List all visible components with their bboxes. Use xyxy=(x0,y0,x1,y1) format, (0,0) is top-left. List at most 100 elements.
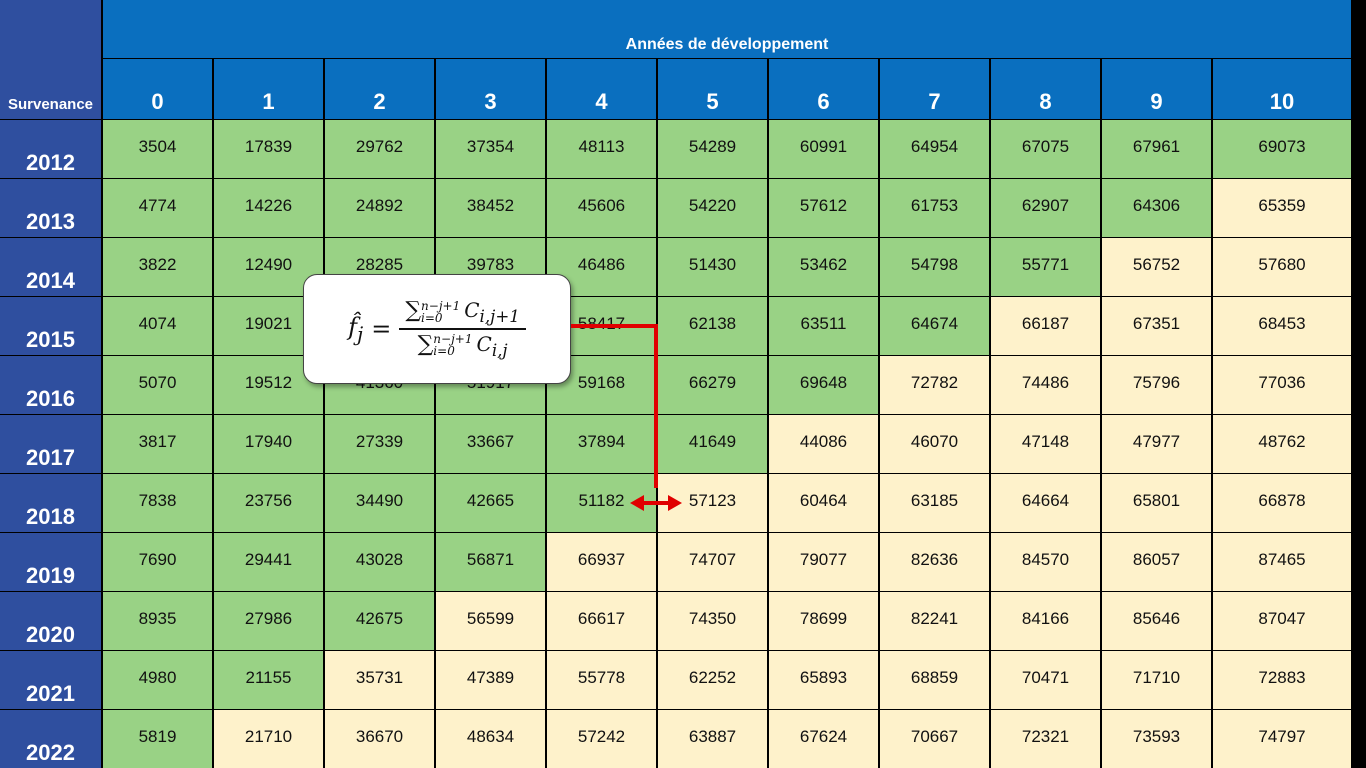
numerator-sum-symbol: ∑ xyxy=(405,298,422,324)
known-value-cell: 64306 xyxy=(1102,179,1211,237)
survenance-header: Survenance xyxy=(0,0,101,119)
projected-value-cell: 74797 xyxy=(1213,710,1351,768)
known-value-cell: 67961 xyxy=(1102,120,1211,178)
known-value-cell: 66279 xyxy=(658,356,767,414)
projected-value-cell: 67351 xyxy=(1102,297,1211,355)
known-value-cell: 37894 xyxy=(547,415,656,473)
accident-year-header: 2013 xyxy=(0,179,101,237)
projected-value-cell: 36670 xyxy=(325,710,434,768)
known-value-cell: 4074 xyxy=(103,297,212,355)
known-value-cell: 54798 xyxy=(880,238,989,296)
projected-value-cell: 72782 xyxy=(880,356,989,414)
development-years-title: Années de développement xyxy=(103,0,1351,58)
known-value-cell: 57612 xyxy=(769,179,878,237)
known-value-cell: 69648 xyxy=(769,356,878,414)
projected-value-cell: 74350 xyxy=(658,592,767,650)
known-value-cell: 51182 xyxy=(547,474,656,532)
numerator-upper-limit: n−j+1 xyxy=(421,298,461,313)
accident-year-header: 2022 xyxy=(0,710,101,768)
projected-value-cell: 47389 xyxy=(436,651,545,709)
dev-year-header: 9 xyxy=(1102,59,1211,119)
known-value-cell: 3822 xyxy=(103,238,212,296)
known-value-cell: 3504 xyxy=(103,120,212,178)
dev-year-header: 5 xyxy=(658,59,767,119)
projected-value-cell: 66878 xyxy=(1213,474,1351,532)
projected-value-cell: 67624 xyxy=(769,710,878,768)
known-value-cell: 33667 xyxy=(436,415,545,473)
dev-year-header: 3 xyxy=(436,59,545,119)
numerator-subscript: i,j+1 xyxy=(479,307,520,327)
projected-value-cell: 87047 xyxy=(1213,592,1351,650)
denominator-lower-limit: i=0 xyxy=(433,344,455,359)
known-value-cell: 17940 xyxy=(214,415,323,473)
projected-value-cell: 82241 xyxy=(880,592,989,650)
known-value-cell: 62907 xyxy=(991,179,1100,237)
known-value-cell: 27986 xyxy=(214,592,323,650)
dev-year-header: 8 xyxy=(991,59,1100,119)
accident-year-header: 2012 xyxy=(0,120,101,178)
known-value-cell: 53462 xyxy=(769,238,878,296)
known-value-cell: 63511 xyxy=(769,297,878,355)
projected-value-cell: 68453 xyxy=(1213,297,1351,355)
known-value-cell: 54289 xyxy=(658,120,767,178)
dev-year-header: 7 xyxy=(880,59,989,119)
known-value-cell: 29441 xyxy=(214,533,323,591)
development-factor-formula: f̂j = ∑ n−j+1 i=0 Ci,j+1 ∑ n−j+1 i=0 Ci,j xyxy=(303,274,571,384)
projected-value-cell: 85646 xyxy=(1102,592,1211,650)
denominator-limits: n−j+1 i=0 xyxy=(433,333,472,357)
known-value-cell: 41649 xyxy=(658,415,767,473)
known-value-cell: 64954 xyxy=(880,120,989,178)
projected-value-cell: 57123 xyxy=(658,474,767,532)
projected-value-cell: 65359 xyxy=(1213,179,1351,237)
projected-value-cell: 86057 xyxy=(1102,533,1211,591)
numerator-term: C xyxy=(464,298,480,323)
projected-value-cell: 57680 xyxy=(1213,238,1351,296)
numerator-lower-limit: i=0 xyxy=(421,310,443,325)
projected-value-cell: 47977 xyxy=(1102,415,1211,473)
dev-year-header: 6 xyxy=(769,59,878,119)
known-value-cell: 69073 xyxy=(1213,120,1351,178)
projected-value-cell: 60464 xyxy=(769,474,878,532)
known-value-cell: 54220 xyxy=(658,179,767,237)
projected-value-cell: 63185 xyxy=(880,474,989,532)
projected-value-cell: 63887 xyxy=(658,710,767,768)
projected-value-cell: 66187 xyxy=(991,297,1100,355)
projected-value-cell: 82636 xyxy=(880,533,989,591)
numerator-limits: n−j+1 i=0 xyxy=(421,300,460,324)
known-value-cell: 5070 xyxy=(103,356,212,414)
known-value-cell: 34490 xyxy=(325,474,434,532)
projected-value-cell: 68859 xyxy=(880,651,989,709)
accident-year-header: 2015 xyxy=(0,297,101,355)
accident-year-header: 2020 xyxy=(0,592,101,650)
formula-f-hat: f̂ xyxy=(348,312,357,341)
projected-value-cell: 70667 xyxy=(880,710,989,768)
projected-value-cell: 66937 xyxy=(547,533,656,591)
known-value-cell: 14226 xyxy=(214,179,323,237)
known-value-cell: 8935 xyxy=(103,592,212,650)
known-value-cell: 51430 xyxy=(658,238,767,296)
formula-lhs-subscript: j xyxy=(357,321,364,346)
projected-value-cell: 62252 xyxy=(658,651,767,709)
dev-year-header: 10 xyxy=(1213,59,1351,119)
projected-value-cell: 84570 xyxy=(991,533,1100,591)
projected-value-cell: 74707 xyxy=(658,533,767,591)
projected-value-cell: 79077 xyxy=(769,533,878,591)
projected-value-cell: 87465 xyxy=(1213,533,1351,591)
projected-value-cell: 73593 xyxy=(1102,710,1211,768)
denominator-subscript: i,j xyxy=(491,340,508,360)
known-value-cell: 21155 xyxy=(214,651,323,709)
accident-year-header: 2017 xyxy=(0,415,101,473)
known-value-cell: 24892 xyxy=(325,179,434,237)
known-value-cell: 61753 xyxy=(880,179,989,237)
projected-value-cell: 77036 xyxy=(1213,356,1351,414)
projected-value-cell: 48762 xyxy=(1213,415,1351,473)
known-value-cell: 7838 xyxy=(103,474,212,532)
projected-value-cell: 35731 xyxy=(325,651,434,709)
known-value-cell: 43028 xyxy=(325,533,434,591)
accident-year-header: 2019 xyxy=(0,533,101,591)
formula-equals: = xyxy=(371,315,392,343)
known-value-cell: 67075 xyxy=(991,120,1100,178)
projected-value-cell: 71710 xyxy=(1102,651,1211,709)
projected-value-cell: 74486 xyxy=(991,356,1100,414)
